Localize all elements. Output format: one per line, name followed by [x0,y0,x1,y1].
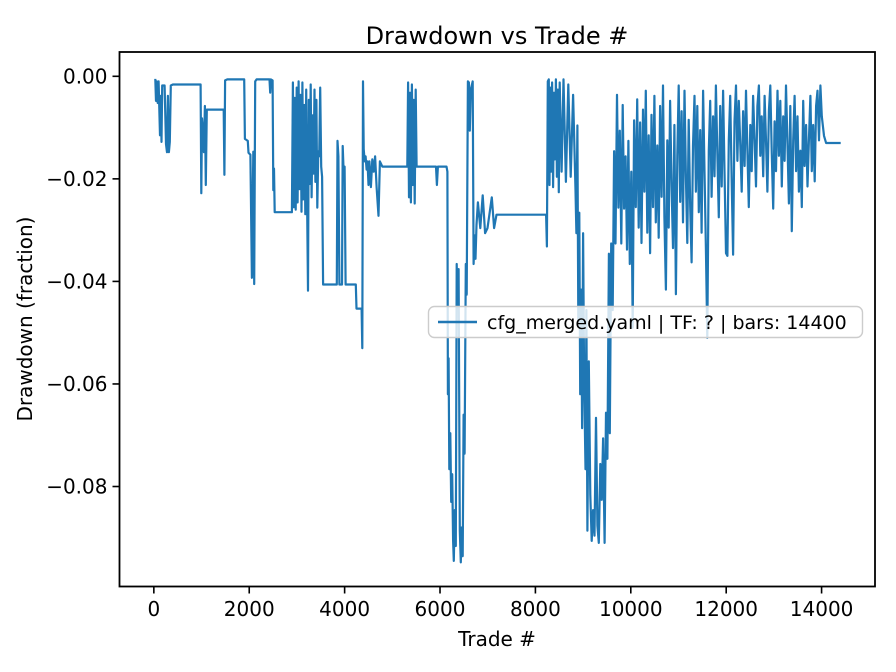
x-tick-label: 14000 [790,597,854,621]
x-axis-ticks: 0 2000 4000 6000 8000 10000 12000 14000 [147,586,854,621]
x-tick-label: 4000 [319,597,370,621]
x-tick-label: 2000 [224,597,275,621]
x-tick-label: 6000 [415,597,466,621]
x-tick-label: 8000 [510,597,561,621]
x-axis-label: Trade # [457,627,536,651]
y-tick-label: −0.02 [46,167,107,191]
x-tick-label: 0 [147,597,160,621]
y-axis-label: Drawdown (fraction) [13,217,37,422]
legend: cfg_merged.yaml | TF: ? | bars: 14400 [427,305,864,339]
y-tick-label: −0.06 [46,372,107,396]
y-axis-ticks: 0.00 −0.02 −0.04 −0.06 −0.08 [46,64,120,499]
x-tick-label: 10000 [599,597,663,621]
y-tick-label: 0.00 [63,64,108,88]
y-tick-label: −0.08 [46,475,107,499]
y-tick-label: −0.04 [46,269,107,293]
x-tick-label: 12000 [694,597,758,621]
legend-label: cfg_merged.yaml | TF: ? | bars: 14400 [487,312,847,334]
plot-border [118,51,876,588]
chart-title: Drawdown vs Trade # [366,22,629,50]
legend-box [427,305,864,339]
drawdown-line [154,78,841,564]
